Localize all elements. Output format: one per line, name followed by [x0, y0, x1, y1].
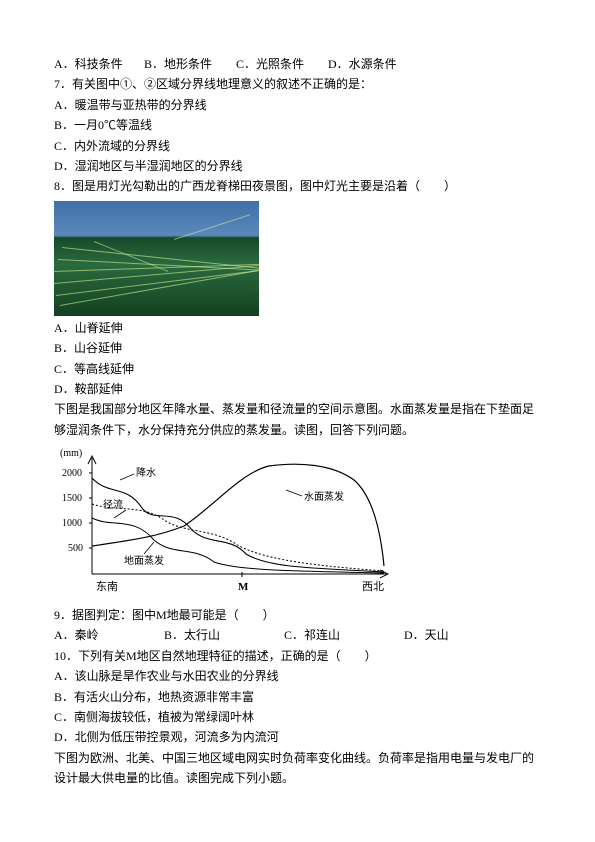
q6-options: A．科技条件 B．地形条件 C．光照条件 D．水源条件 [54, 54, 541, 74]
q6-opt-a[interactable]: A．科技条件 [54, 54, 144, 74]
q7-opt-a[interactable]: A．暖温带与亚热带的分界线 [54, 95, 541, 115]
q10-stem: 10．下列有关M地区自然地理特征的描述，正确的是（ ） [54, 646, 541, 666]
terrace-night-photo [54, 201, 259, 316]
q10-opt-c[interactable]: C．南侧海拔较低，植被为常绿阔叶林 [54, 707, 541, 727]
q8-stem: 8．图是用灯光勾勒出的广西龙脊梯田夜景图，图中灯光主要是沿着（ ） [54, 176, 541, 196]
lbl-precip: 降水 [136, 466, 156, 479]
precip-evap-chart: (mm) 2000 1500 1000 500 降水 径流 地面蒸发 水面蒸发 … [54, 446, 404, 601]
q8-opt-a[interactable]: A．山脊延伸 [54, 318, 541, 338]
q7-opt-c[interactable]: C．内外流域的分界线 [54, 136, 541, 156]
x-left: 东南 [96, 580, 118, 593]
q10-opt-d[interactable]: D．北侧为低压带控景观，河流多为内流河 [54, 727, 541, 747]
q6-opt-b[interactable]: B．地形条件 [144, 54, 236, 74]
q8-opt-b[interactable]: B．山谷延伸 [54, 338, 541, 358]
q9-stem: 9．据图判定：图中M地最可能是（ ） [54, 605, 541, 625]
q9-opt-a[interactable]: A．秦岭 [54, 625, 164, 645]
passage-9-10: 下图是我国部分地区年降水量、蒸发量和径流量的空间示意图。水面蒸发量是指在下垫面足… [54, 399, 541, 440]
q8-opt-c[interactable]: C．等高线延伸 [54, 359, 541, 379]
passage-11: 下图为欧洲、北美、中国三地区域电网实时负荷率变化曲线。负荷率是指用电量与发电厂的… [54, 748, 541, 789]
q6-opt-c[interactable]: C．光照条件 [236, 54, 328, 74]
lbl-runoff: 径流 [103, 498, 123, 511]
ytick-1000: 1000 [62, 518, 82, 529]
ytick-500: 500 [68, 543, 83, 554]
q6-opt-d[interactable]: D．水源条件 [328, 54, 420, 74]
x-mid: M [238, 581, 249, 593]
ytick-2000: 2000 [62, 468, 82, 479]
lbl-surface-evap: 地面蒸发 [124, 554, 164, 567]
q10-opt-a[interactable]: A．该山脉是旱作农业与水田农业的分界线 [54, 666, 541, 686]
q9-options: A．秦岭 B．太行山 C．祁连山 D．天山 [54, 625, 541, 645]
q9-opt-b[interactable]: B．太行山 [164, 625, 284, 645]
ytick-1500: 1500 [62, 493, 82, 504]
x-right: 西北 [362, 580, 384, 593]
q8-opt-d[interactable]: D．鞍部延伸 [54, 379, 541, 399]
q7-opt-b[interactable]: B．一月0℃等温线 [54, 115, 541, 135]
q7-opt-d[interactable]: D．湿润地区与半湿润地区的分界线 [54, 156, 541, 176]
chart-yunit: (mm) [60, 448, 82, 459]
q9-opt-c[interactable]: C．祁连山 [284, 625, 404, 645]
q10-opt-b[interactable]: B．有活火山分布，地热资源非常丰富 [54, 687, 541, 707]
lbl-water-evap: 水面蒸发 [304, 490, 344, 503]
q9-opt-d[interactable]: D．天山 [404, 625, 494, 645]
q7-stem: 7．有关图中①、②区域分界线地理意义的叙述不正确的是： [54, 74, 541, 94]
